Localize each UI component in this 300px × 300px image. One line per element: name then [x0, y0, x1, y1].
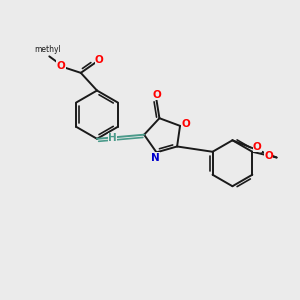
- Text: H: H: [108, 133, 117, 143]
- Text: O: O: [152, 90, 161, 100]
- Text: O: O: [95, 56, 104, 65]
- Text: methyl: methyl: [34, 45, 61, 54]
- Text: O: O: [182, 119, 190, 129]
- Text: O: O: [264, 152, 273, 161]
- Text: N: N: [151, 153, 159, 163]
- Text: O: O: [56, 61, 65, 71]
- Text: O: O: [253, 142, 262, 152]
